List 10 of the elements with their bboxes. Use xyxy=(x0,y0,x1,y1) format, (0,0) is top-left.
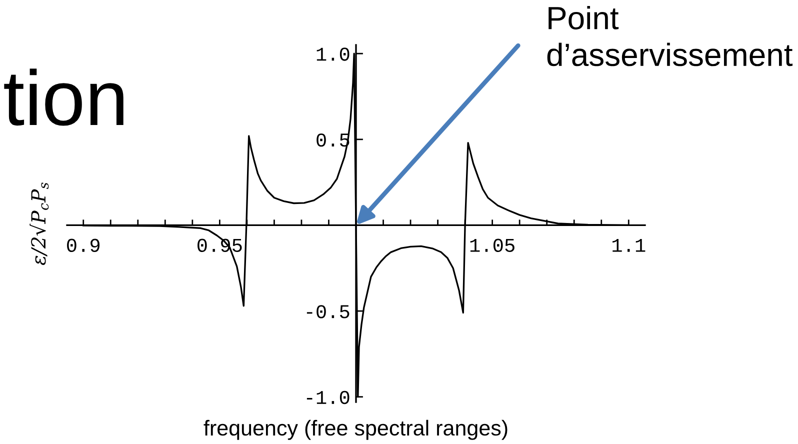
x-tick-label: 1.1 xyxy=(612,239,646,252)
y-axis-title: ε/2√P$_{c}$P$_{s}$ xyxy=(30,182,49,266)
annotation: tion xyxy=(4,68,124,126)
y-tick-label: -0.5 xyxy=(306,305,350,318)
annotation: Point d’asservissement xyxy=(547,6,793,66)
y-tick-label: 1.0 xyxy=(316,48,350,61)
y-tick-label: -1.0 xyxy=(306,390,350,404)
x-tick-label: 1.05 xyxy=(470,238,514,252)
x-axis-title: frequency (free spectral ranges) xyxy=(204,420,508,440)
x-tick-label: 0.9 xyxy=(67,238,100,252)
